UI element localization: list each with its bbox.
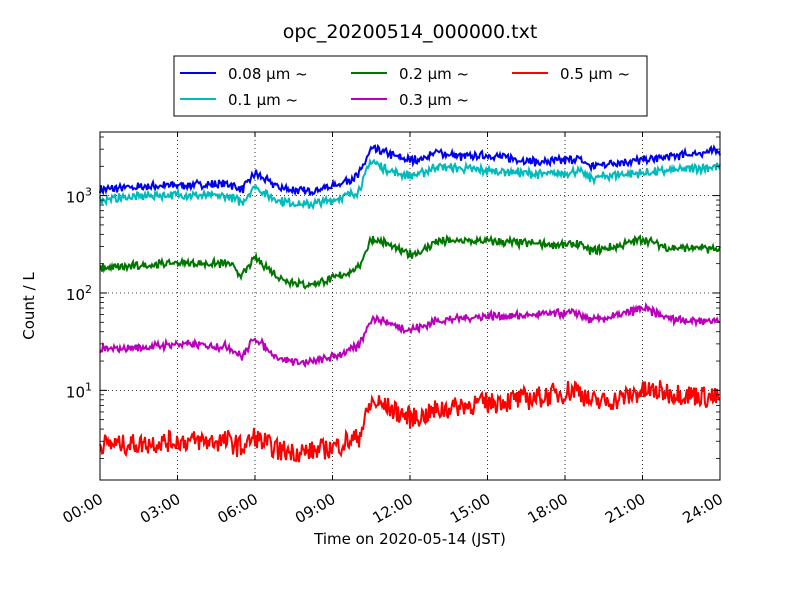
series-line-3 [99,301,721,369]
series-line-4 [99,380,721,463]
y-tick-label: 102 [66,283,92,304]
y-tick-exponent: 2 [85,283,92,296]
series-line-2 [99,234,721,290]
legend-box [173,55,648,117]
y-tick-base: 10 [66,189,85,207]
x-axis-label: Time on 2020-05-14 (JST) [313,530,506,548]
y-tick-base: 10 [66,383,85,401]
legend: 0.08 μm ~ 0.1 μm ~ 0.2 μm ~ 0.3 μm ~ 0.5 μm … [173,55,648,117]
series-line-1 [99,157,721,211]
series-lines [99,143,721,463]
y-tick-base: 10 [66,286,85,304]
y-tick-exponent: 3 [85,186,92,199]
series-line-0 [99,143,721,197]
grid-lines [100,132,720,480]
y-axis-label: Count / L [20,272,38,340]
legend-label: 0.5 μm ~ [560,65,630,83]
legend-label: 0.1 μm ~ [228,91,298,109]
y-tick-exponent: 1 [85,380,92,393]
legend-label: 0.2 μm ~ [399,65,469,83]
y-tick-label: 101 [66,380,92,401]
y-tick-label: 103 [66,186,92,207]
chart-title: opc_20200514_000000.txt [283,21,538,43]
legend-label: 0.3 μm ~ [399,91,469,109]
legend-label: 0.08 μm ~ [228,65,308,83]
